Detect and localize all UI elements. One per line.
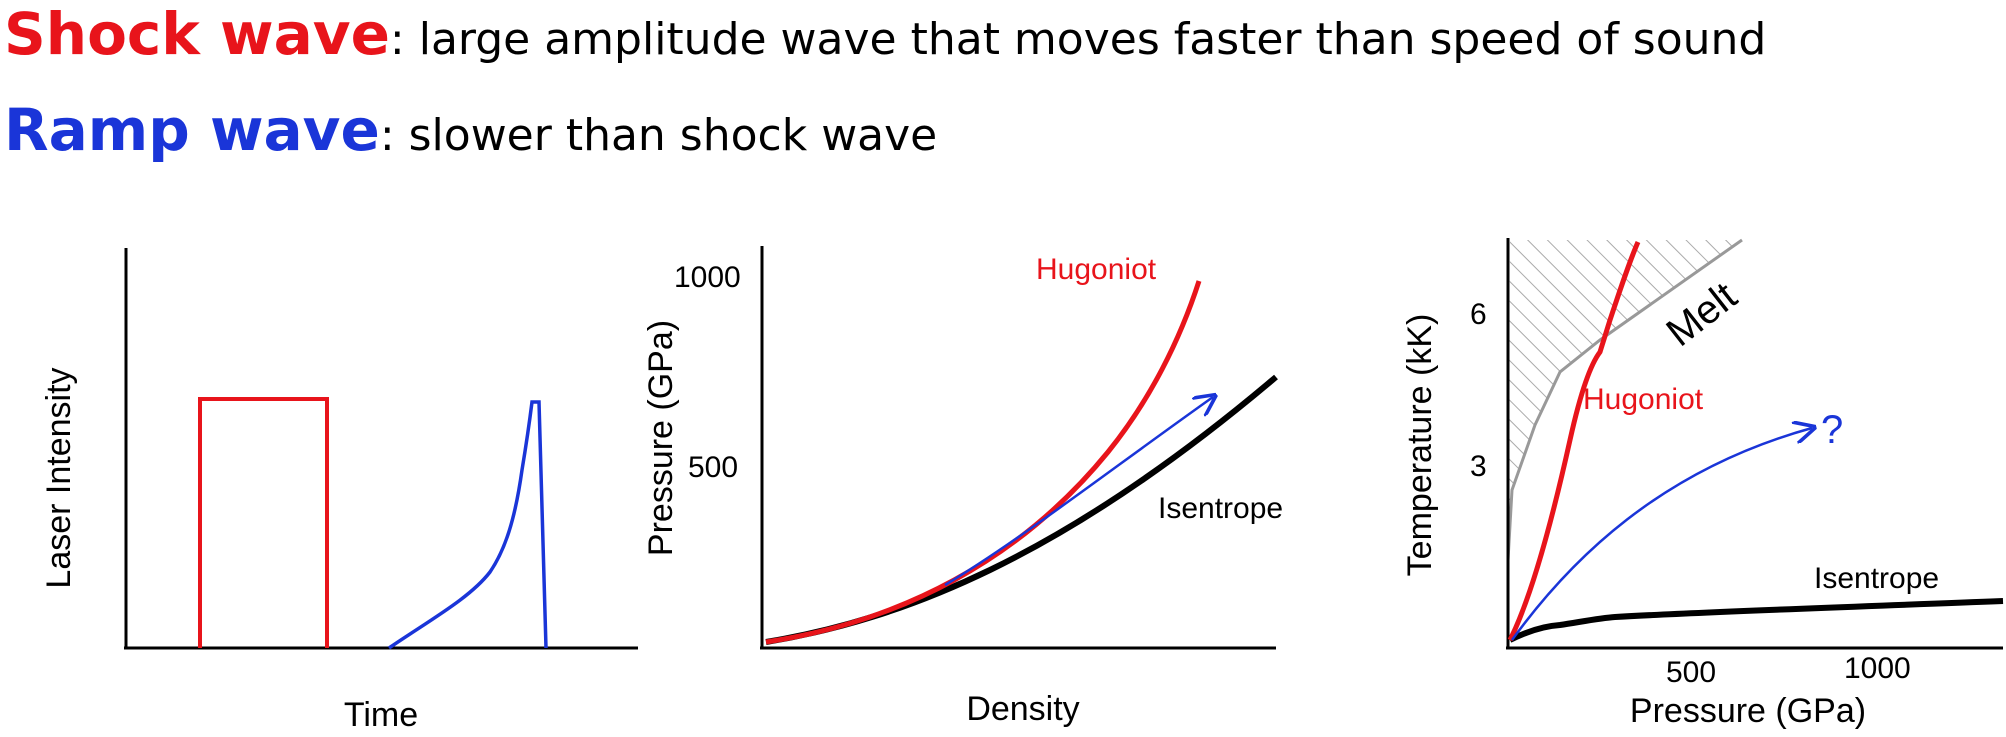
panel2-y-label: Pressure (GPa) (642, 320, 680, 556)
laser-intensity-panel: Laser Intensity Time (40, 248, 638, 734)
panel2-tick-500: 500 (688, 451, 738, 484)
panel1-x-label: Time (344, 696, 418, 734)
ramp-wave-term: Ramp wave (4, 96, 380, 164)
hugoniot-curve-p3 (1507, 240, 1641, 642)
shock-laser-pulse (198, 397, 329, 648)
ramp-wave-definition: Ramp wave: slower than shock wave (4, 96, 937, 164)
melt-curve (1506, 238, 1743, 561)
panel3-tick-x500: 500 (1666, 656, 1716, 689)
shock-wave-definition: Shock wave: large amplitude wave that mo… (4, 0, 1766, 68)
ramp-arrow-p2 (944, 397, 1213, 587)
ramp-laser-pulse (388, 400, 548, 650)
question-mark-label: ? (1821, 408, 1843, 452)
hugoniot-label-p3: Hugoniot (1583, 383, 1704, 416)
panel3-tick-y6: 6 (1470, 298, 1487, 331)
temperature-pressure-panel: Temperature (kK) Pressure (GPa) 6 3 500 … (1401, 238, 2004, 730)
melt-region (1508, 240, 1742, 560)
hugoniot-label-p2: Hugoniot (1036, 253, 1157, 286)
ramp-wave-description: : slower than shock wave (379, 110, 938, 161)
panel2-x-label: Density (966, 690, 1079, 728)
hugoniot-curve-p2 (765, 280, 1202, 645)
panel3-tick-x1000: 1000 (1844, 652, 1911, 685)
isentrope-curve-p3 (1508, 598, 2004, 643)
panel2-tick-1000: 1000 (674, 261, 741, 294)
panel3-tick-y3: 3 (1470, 450, 1487, 483)
ramp-arrow-p3 (1510, 428, 1812, 641)
shock-wave-description: : large amplitude wave that moves faster… (389, 14, 1767, 65)
isentrope-label-p2: Isentrope (1158, 492, 1283, 525)
panel1-y-label: Laser Intensity (40, 367, 78, 588)
panel3-y-label: Temperature (kK) (1401, 314, 1439, 577)
panel3-x-label: Pressure (GPa) (1630, 692, 1866, 730)
isentrope-label-p3: Isentrope (1814, 562, 1939, 595)
shock-wave-term: Shock wave (4, 0, 390, 68)
pressure-density-panel: Pressure (GPa) Density 1000 500 Hugoniot… (642, 246, 1283, 728)
